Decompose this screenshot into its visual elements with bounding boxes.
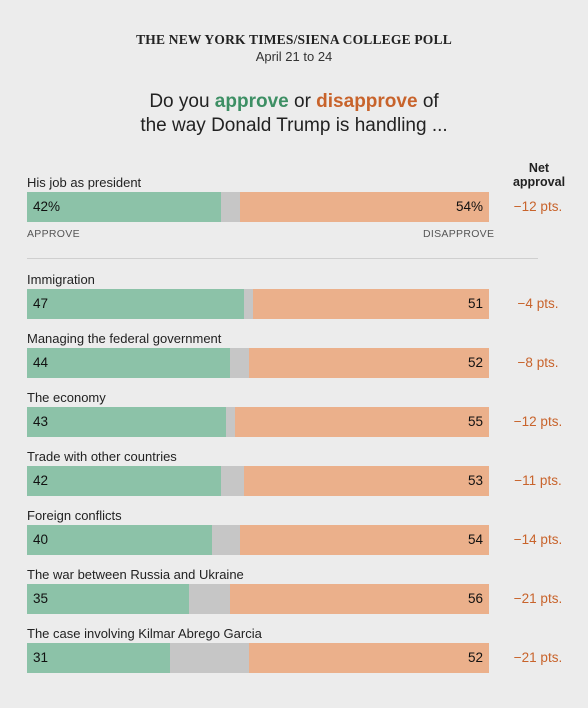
row-label: His job as president xyxy=(27,175,142,190)
question-approve-word: approve xyxy=(214,91,289,112)
bar-neutral-segment xyxy=(225,407,235,437)
question-part2: or xyxy=(288,91,317,112)
section-divider xyxy=(27,258,538,259)
net-approval-header: Net approval xyxy=(498,161,580,189)
approve-value-label: 47 xyxy=(33,296,49,311)
stacked-bar: 35 56 xyxy=(27,584,489,614)
bar-disapprove-segment xyxy=(230,584,489,614)
row-label: The case involving Kilmar Abrego Garcia xyxy=(27,626,262,641)
bar-neutral-segment xyxy=(244,289,254,319)
disapprove-value-label: 54% xyxy=(455,199,483,214)
bar-neutral-segment xyxy=(221,466,245,496)
bar-disapprove-segment xyxy=(234,407,489,437)
net-approval-value: −14 pts. xyxy=(513,532,563,547)
question-part1: Do you xyxy=(149,91,215,112)
disapprove-value-label: 51 xyxy=(467,296,483,311)
bar-approve-segment xyxy=(27,643,171,673)
net-approval-value: −4 pts. xyxy=(517,296,559,311)
row-label: The war between Russia and Ukraine xyxy=(27,567,244,582)
bar-approve-segment xyxy=(27,192,222,222)
net-approval-value: −21 pts. xyxy=(513,650,563,665)
row-label: The economy xyxy=(27,390,106,405)
stacked-bar: 31 52 xyxy=(27,643,489,673)
disapprove-value-label: 56 xyxy=(467,591,483,606)
stacked-bar: 44 52 xyxy=(27,348,489,378)
bar-approve-segment xyxy=(27,584,189,614)
net-header-line2: approval xyxy=(512,175,566,189)
stacked-bar: 42% 54% xyxy=(27,192,489,222)
row-label: Foreign conflicts xyxy=(27,508,122,523)
question-part3: of xyxy=(417,91,439,112)
approve-value-label: 42% xyxy=(33,199,61,214)
approve-value-label: 43 xyxy=(33,414,49,429)
bar-approve-segment xyxy=(27,466,222,496)
stacked-bar: 40 54 xyxy=(27,525,489,555)
approve-value-label: 31 xyxy=(33,650,49,665)
question-disapprove-word: disapprove xyxy=(316,91,418,112)
bar-approve-segment xyxy=(27,525,212,555)
question-line2: the way Donald Trump is handling ... xyxy=(140,115,448,136)
disapprove-value-label: 54 xyxy=(467,532,483,547)
bar-approve-segment xyxy=(27,289,245,319)
net-approval-value: −12 pts. xyxy=(513,414,563,429)
bar-neutral-segment xyxy=(230,348,249,378)
disapprove-value-label: 52 xyxy=(467,650,483,665)
net-approval-value: −21 pts. xyxy=(513,591,563,606)
axis-label-disapprove: DISAPPROVE xyxy=(423,228,495,240)
row-label: Managing the federal government xyxy=(27,331,222,346)
disapprove-value-label: 53 xyxy=(467,473,483,488)
bar-disapprove-segment xyxy=(248,643,489,673)
bar-neutral-segment xyxy=(170,643,249,673)
stacked-bar: 43 55 xyxy=(27,407,489,437)
bar-disapprove-segment xyxy=(239,525,489,555)
net-approval-value: −11 pts. xyxy=(514,473,562,488)
axis-label-approve: APPROVE xyxy=(27,228,80,240)
approve-value-label: 44 xyxy=(33,355,49,370)
approve-value-label: 42 xyxy=(33,473,49,488)
bar-disapprove-segment xyxy=(248,348,489,378)
poll-dates: April 21 to 24 xyxy=(255,49,333,64)
bar-neutral-segment xyxy=(221,192,240,222)
net-approval-value: −12 pts. xyxy=(513,199,563,214)
bar-disapprove-segment xyxy=(253,289,489,319)
net-header-line1: Net xyxy=(528,161,550,175)
disapprove-value-label: 52 xyxy=(467,355,483,370)
row-label: Immigration xyxy=(27,272,95,287)
bar-neutral-segment xyxy=(188,584,231,614)
stacked-bar: 47 51 xyxy=(27,289,489,319)
net-approval-value: −8 pts. xyxy=(517,355,559,370)
row-label: Trade with other countries xyxy=(27,449,177,464)
bar-neutral-segment xyxy=(211,525,240,555)
approve-value-label: 35 xyxy=(33,591,49,606)
stacked-bar: 42 53 xyxy=(27,466,489,496)
bar-disapprove-segment xyxy=(244,466,489,496)
bar-disapprove-segment xyxy=(239,192,489,222)
bar-approve-segment xyxy=(27,348,231,378)
poll-source-title: THE NEW YORK TIMES/SIENA COLLEGE POLL xyxy=(136,32,452,47)
chart-question: Do you approve or disapprove of the way … xyxy=(0,90,588,138)
bar-approve-segment xyxy=(27,407,226,437)
approve-value-label: 40 xyxy=(33,532,49,547)
disapprove-value-label: 55 xyxy=(467,414,483,429)
